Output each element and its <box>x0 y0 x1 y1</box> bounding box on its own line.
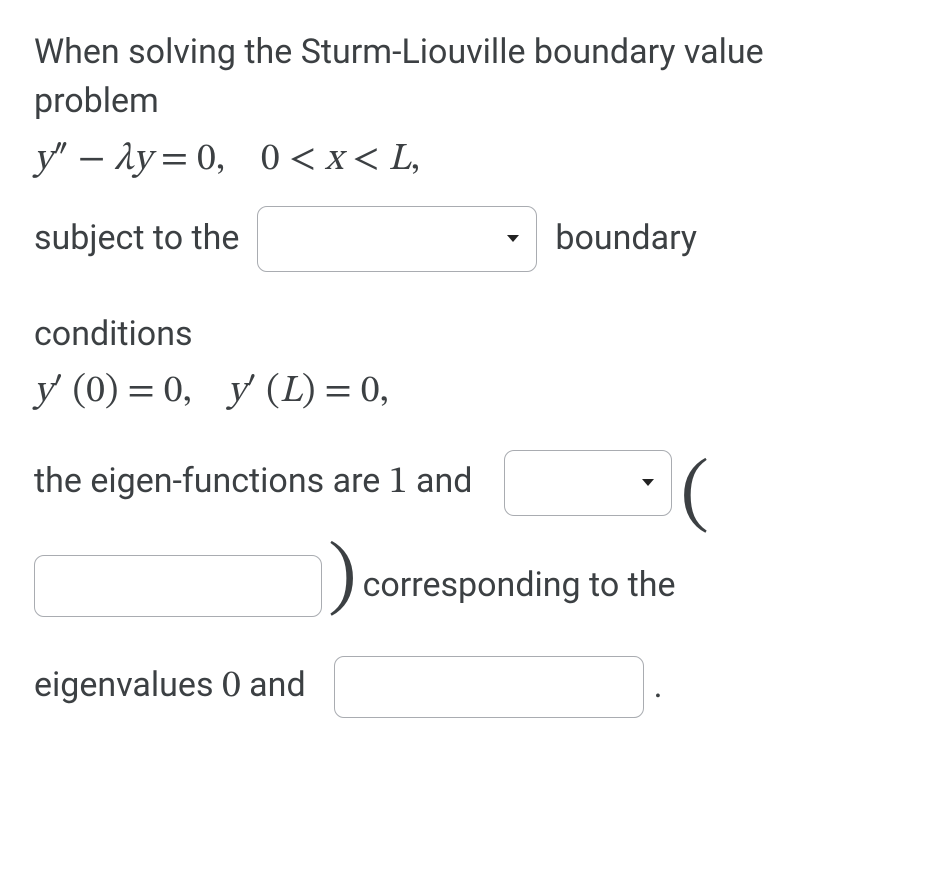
eigenvalues-text-a: eigenvalues <box>34 665 222 705</box>
math-one: 1 <box>389 464 408 502</box>
eigenvalue-input[interactable] <box>334 656 644 718</box>
problem-text-line1: When solving the Sturm-Liouville boundar… <box>34 28 764 77</box>
eigenvalues-text-b: and <box>241 665 306 705</box>
left-paren-icon: ( <box>680 465 709 529</box>
eigenfn-type-dropdown[interactable]: sin cos tan exp <box>504 450 672 516</box>
right-paren-icon: ) <box>328 548 357 612</box>
period-text: . <box>654 662 663 711</box>
eigenfn-text-a: the eigen-functions are <box>34 461 389 501</box>
equation-bc: y′ (0) = 0, y′ (L) = 0, <box>34 365 389 420</box>
subject-to-text: subject to the <box>34 214 239 263</box>
bc-type-dropdown[interactable]: Dirichlet Neumann periodic mixed <box>257 206 537 272</box>
math-zero: 0 <box>222 668 241 706</box>
conditions-word: conditions <box>34 310 193 359</box>
problem-text-line2: problem <box>34 77 159 126</box>
boundary-word: boundary <box>555 214 697 263</box>
eigenfn-arg-input[interactable] <box>34 555 322 617</box>
eigenfn-text-b: and <box>408 461 473 501</box>
corresponding-text: corresponding to the <box>363 561 676 610</box>
equation-ode: y″ − λy = 0, 0 < x < L, <box>34 133 420 188</box>
